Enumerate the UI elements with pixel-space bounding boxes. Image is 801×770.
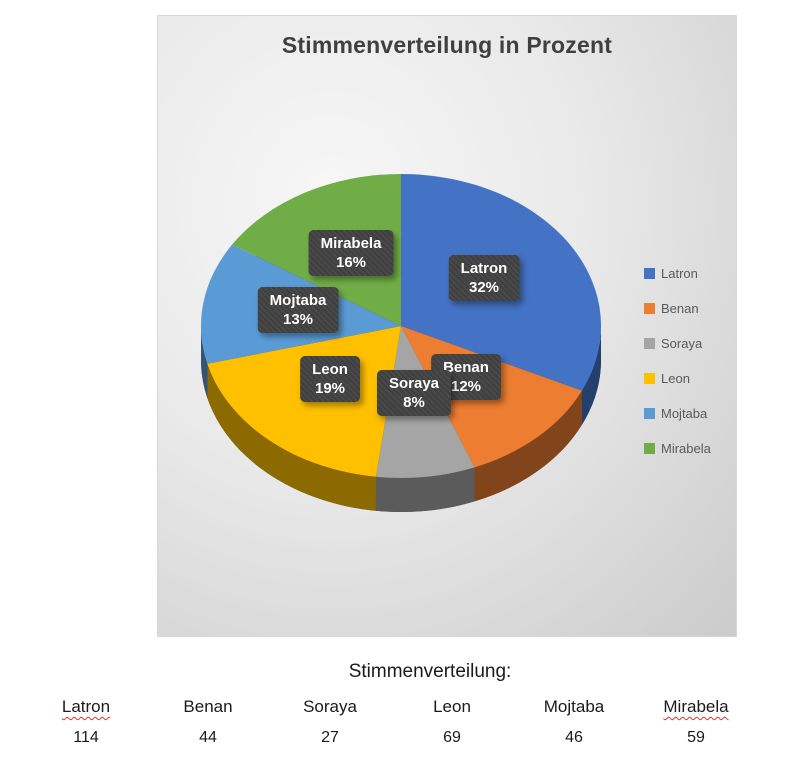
legend-swatch-icon — [644, 442, 655, 454]
data-label-leon: Leon 19% — [300, 356, 360, 402]
table-heading: Stimmenverteilung: — [348, 661, 512, 682]
table-value-latron: 114 — [73, 729, 99, 746]
legend-label: Benan — [661, 300, 699, 316]
table-value-mojtaba: 46 — [565, 729, 583, 746]
table-values-row: 114 44 27 69 46 59 — [25, 729, 757, 747]
legend-label: Soraya — [661, 335, 703, 351]
table-value-soraya: 27 — [321, 729, 339, 746]
table-name-mirabela: Mirabela — [663, 697, 729, 716]
legend-item-mojtaba[interactable]: Mojtaba — [644, 404, 711, 422]
legend-swatch-icon — [644, 267, 655, 279]
legend-label: Leon — [661, 370, 690, 386]
table-names-row: Latron Benan Soraya Leon Mojtaba Mirabel… — [25, 697, 757, 717]
legend-item-latron[interactable]: Latron — [644, 264, 711, 282]
table-name-leon: Leon — [433, 697, 471, 716]
data-label-name: Leon — [312, 361, 348, 378]
chart-legend: Latron Benan Soraya Leon Mojtaba Mirabel… — [644, 264, 711, 457]
chart-title: Stimmenverteilung in Prozent — [281, 32, 613, 58]
table-value-leon: 69 — [443, 729, 461, 746]
table-name-soraya: Soraya — [303, 697, 357, 716]
table-name-mojtaba: Mojtaba — [543, 697, 605, 716]
legend-swatch-icon — [644, 372, 655, 384]
legend-item-mirabela[interactable]: Mirabela — [644, 439, 711, 457]
legend-swatch-icon — [644, 302, 655, 314]
data-label-pct: 8% — [403, 394, 425, 411]
data-label-name: Mirabela — [320, 235, 382, 252]
data-label-pct: 32% — [468, 279, 500, 296]
legend-item-leon[interactable]: Leon — [644, 369, 711, 387]
data-label-name: Mojtaba — [269, 292, 327, 309]
data-label-name: Soraya — [388, 375, 440, 392]
table-value-mirabela: 59 — [687, 729, 705, 746]
data-label-pct: 12% — [450, 378, 482, 395]
data-label-mojtaba: Mojtaba 13% — [257, 287, 339, 333]
data-label-pct: 13% — [282, 311, 314, 328]
data-label-pct: 19% — [314, 380, 346, 397]
legend-label: Mirabela — [661, 440, 711, 456]
data-label-pct: 16% — [335, 254, 367, 271]
legend-label: Mojtaba — [661, 405, 708, 421]
chart-area[interactable]: Stimmenverteilung in Prozent Latron 32% … — [157, 15, 737, 637]
data-label-latron: Latron 32% — [448, 255, 520, 301]
data-label-soraya: Soraya 8% — [376, 370, 452, 416]
data-label-name: Benan — [443, 359, 489, 376]
legend-swatch-icon — [644, 407, 655, 419]
data-label-mirabela: Mirabela 16% — [308, 230, 394, 276]
table-value-benan: 44 — [199, 729, 217, 746]
table-name-latron: Latron — [61, 697, 111, 716]
table-name-benan: Benan — [183, 697, 233, 716]
data-label-name: Latron — [460, 260, 508, 277]
legend-item-benan[interactable]: Benan — [644, 299, 711, 317]
legend-swatch-icon — [644, 337, 655, 349]
legend-label: Latron — [661, 265, 698, 281]
legend-item-soraya[interactable]: Soraya — [644, 334, 711, 352]
